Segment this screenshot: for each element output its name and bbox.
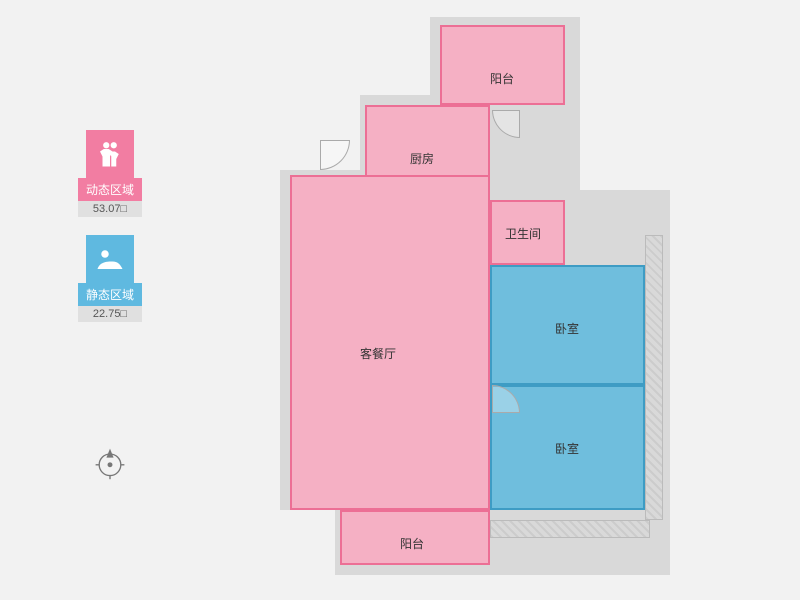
people-icon xyxy=(86,130,134,178)
room-living xyxy=(290,175,490,510)
rest-icon xyxy=(86,235,134,283)
label-balcony-top: 阳台 xyxy=(490,70,514,87)
floorplan: 阳台 厨房 客餐厅 卫生间 卧室 卧室 阳台 xyxy=(280,25,700,580)
legend-dynamic-label: 动态区域 xyxy=(78,178,142,201)
label-balcony-bottom: 阳台 xyxy=(400,535,424,552)
room-balcony-top xyxy=(440,25,565,105)
legend-static: 静态区域 22.75□ xyxy=(78,235,142,322)
label-bath: 卫生间 xyxy=(505,225,541,242)
label-kitchen: 厨房 xyxy=(410,150,434,167)
label-bed2: 卧室 xyxy=(555,440,579,457)
compass-icon xyxy=(92,445,128,486)
gap xyxy=(280,510,335,580)
window-hatch xyxy=(490,520,650,538)
legend-dynamic-value: 53.07□ xyxy=(78,201,142,217)
legend-dynamic: 动态区域 53.07□ xyxy=(78,130,142,217)
label-bed1: 卧室 xyxy=(555,320,579,337)
label-living: 客餐厅 xyxy=(360,345,396,362)
legend-static-label: 静态区域 xyxy=(78,283,142,306)
window-hatch xyxy=(645,235,663,520)
legend-panel: 动态区域 53.07□ 静态区域 22.75□ xyxy=(78,130,142,340)
legend-static-value: 22.75□ xyxy=(78,306,142,322)
